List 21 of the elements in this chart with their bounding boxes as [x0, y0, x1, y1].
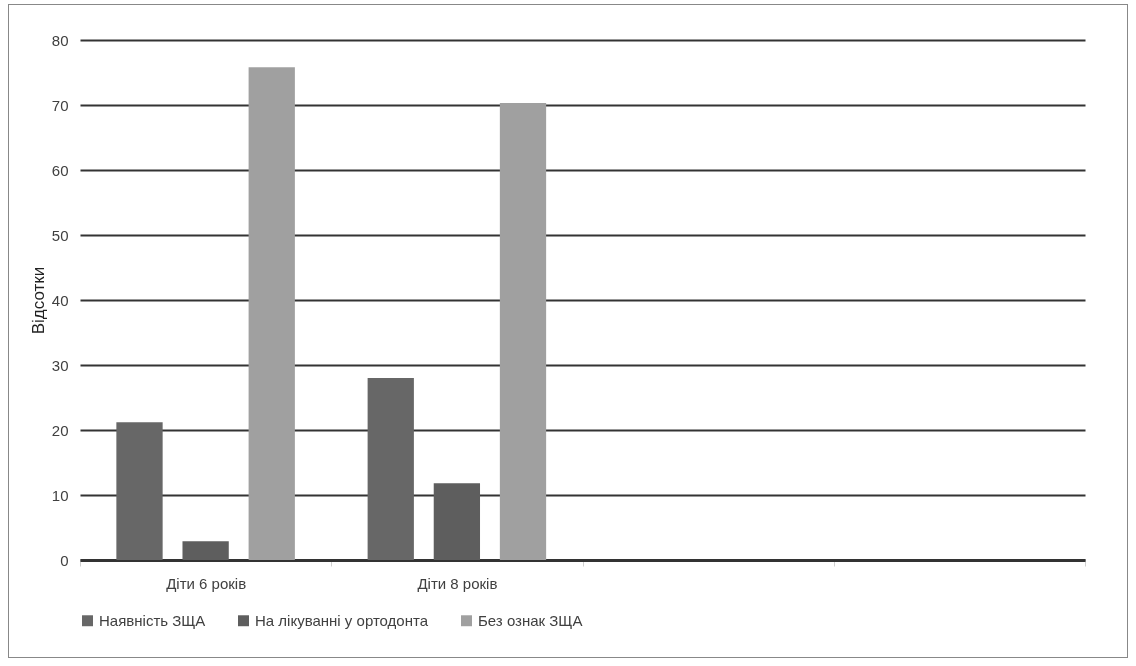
x-tick-label: Діти 6 років — [166, 574, 247, 592]
bar — [499, 103, 547, 560]
y-tick-label: 20 — [51, 421, 69, 439]
y-tick-label: 60 — [51, 161, 69, 179]
y-tick-label: 40 — [51, 291, 69, 309]
bar — [116, 422, 163, 560]
legend-label: На лікуванні у ортодонта — [255, 611, 429, 629]
bar — [433, 483, 481, 560]
y-axis-title: Відсотки — [28, 266, 48, 335]
bar — [182, 541, 229, 560]
y-tick-label: 30 — [51, 356, 69, 374]
bar — [367, 378, 414, 560]
bar — [248, 67, 295, 560]
y-tick-label: 80 — [51, 31, 69, 49]
y-tick-label: 10 — [51, 486, 69, 504]
legend-label: Без ознак ЗЩА — [478, 611, 583, 629]
y-tick-label: 50 — [51, 226, 69, 244]
legend-label: Наявність ЗЩА — [99, 611, 206, 629]
y-tick-label: 70 — [51, 96, 69, 114]
x-tick-label: Діти 8 років — [417, 574, 498, 592]
y-tick-label: 0 — [60, 551, 69, 569]
